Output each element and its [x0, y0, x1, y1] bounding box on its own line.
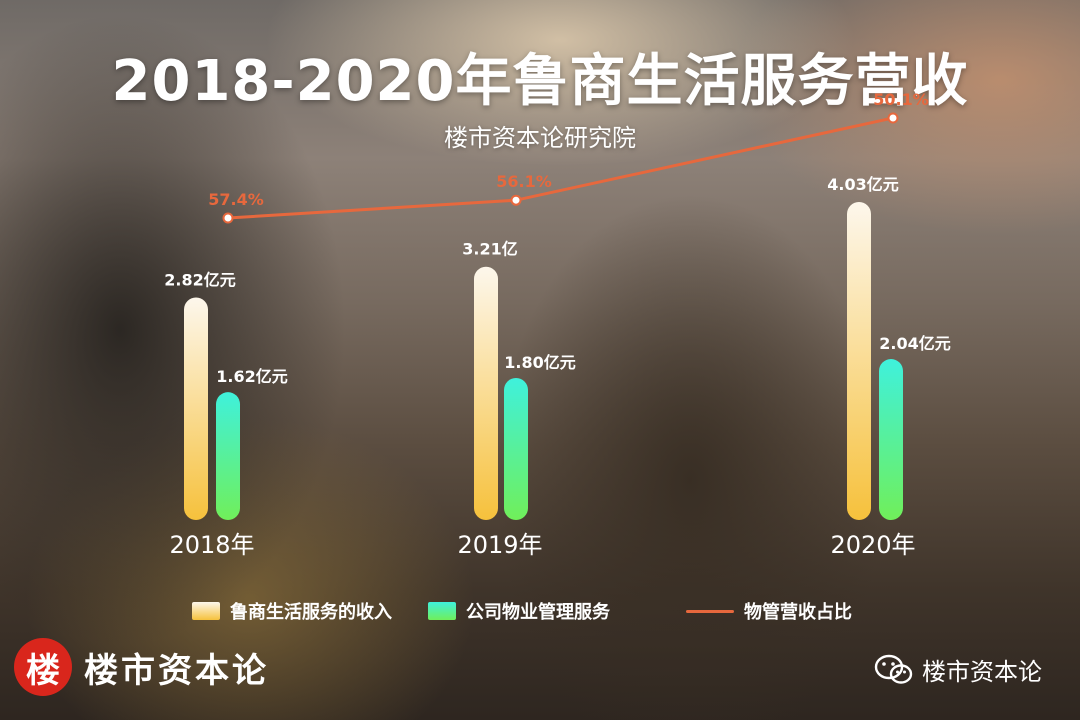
wechat-watermark: 楼市资本论 — [874, 652, 1042, 687]
ratio-line — [227, 116, 894, 220]
legend-swatch-revenue — [192, 602, 220, 620]
bar-property-1 — [504, 377, 528, 520]
ratio-label-0: 57.4% — [208, 190, 264, 209]
x-tick-0: 2018年 — [169, 531, 254, 559]
bar-revenue-0 — [184, 297, 208, 520]
bar-revenue-2 — [847, 202, 871, 520]
legend: 鲁商生活服务的收入 公司物业管理服务 物管营收占比 — [192, 598, 888, 624]
bar-property-0 — [216, 392, 240, 520]
legend-label-property: 公司物业管理服务 — [466, 602, 610, 623]
label-revenue-1: 3.21亿 — [462, 240, 517, 259]
legend-item-revenue: 鲁商生活服务的收入 — [192, 598, 392, 624]
label-property-0: 1.62亿元 — [216, 367, 287, 386]
label-property-2: 2.04亿元 — [879, 334, 950, 353]
label-property-1: 1.80亿元 — [504, 353, 575, 372]
ratio-point-1 — [510, 194, 522, 206]
legend-item-property: 公司物业管理服务 — [428, 598, 610, 624]
ratio-point-2 — [887, 112, 899, 124]
legend-item-ratio: 物管营收占比 — [686, 598, 852, 624]
wechat-icon — [874, 654, 913, 684]
legend-swatch-property — [428, 602, 456, 620]
chart-title: 2018-2020年鲁商生活服务营收 — [111, 49, 969, 114]
watermark-text: 楼市资本论 — [922, 658, 1042, 686]
ratio-label-2: 50.1% — [873, 90, 929, 109]
label-revenue-0: 2.82亿元 — [164, 270, 235, 289]
logo-mark: 楼 — [14, 638, 72, 696]
bar-property-2 — [879, 359, 903, 520]
chart-subtitle: 楼市资本论研究院 — [444, 124, 636, 152]
x-tick-1: 2019年 — [457, 531, 542, 559]
legend-label-ratio: 物管营收占比 — [744, 602, 852, 623]
legend-swatch-ratio — [686, 609, 734, 613]
bar-revenue-1 — [474, 266, 498, 520]
label-revenue-2: 4.03亿元 — [827, 175, 898, 194]
brand-logo: 楼 楼市资本论 — [14, 638, 269, 696]
logo-text: 楼市资本论 — [84, 650, 269, 691]
x-tick-2: 2020年 — [830, 531, 915, 559]
legend-label-revenue: 鲁商生活服务的收入 — [230, 602, 392, 623]
ratio-point-0 — [222, 212, 234, 224]
ratio-label-1: 56.1% — [496, 172, 552, 191]
